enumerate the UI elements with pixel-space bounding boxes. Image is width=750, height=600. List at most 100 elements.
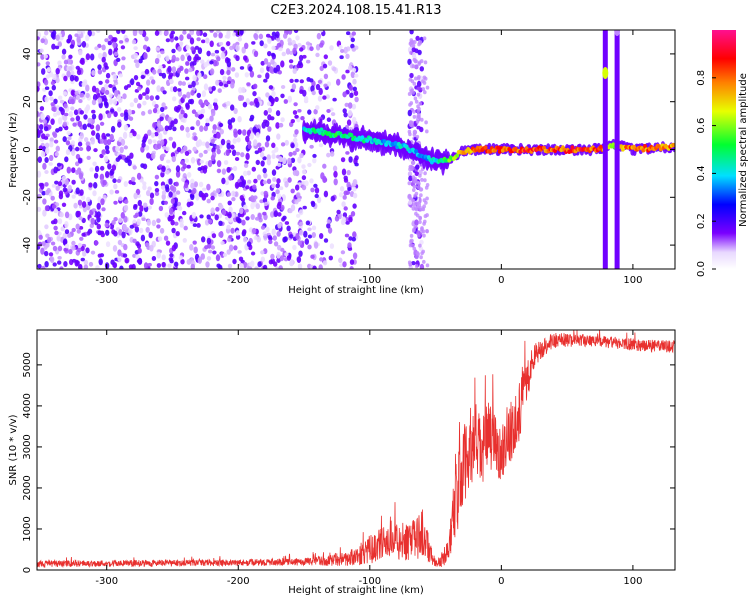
noise-speckle	[333, 170, 338, 178]
snr-x-ticks: -300 -200 -100 0 100	[95, 330, 642, 587]
noise-speckle	[161, 102, 166, 108]
noise-speckle	[350, 211, 356, 217]
noise-speckle	[262, 264, 268, 269]
noise-speckle	[418, 220, 422, 224]
noise-speckle	[338, 192, 344, 198]
noise-speckle	[182, 238, 187, 243]
y-tick-label: 5000	[22, 352, 33, 377]
noise-speckle	[301, 169, 307, 175]
noise-speckle	[293, 137, 298, 143]
spike-column	[614, 30, 620, 269]
noise-speckle	[132, 130, 137, 137]
noise-speckle	[192, 223, 198, 228]
noise-speckle	[271, 169, 277, 176]
noise-speckle	[425, 213, 429, 218]
noise-speckle	[275, 110, 281, 117]
noise-speckle	[53, 208, 59, 214]
noise-speckle	[55, 145, 60, 152]
noise-speckle	[78, 172, 84, 180]
noise-speckle	[295, 35, 300, 41]
noise-speckle	[170, 219, 175, 226]
noise-speckle	[348, 65, 353, 71]
noise-speckle	[58, 126, 63, 132]
noise-speckle	[160, 181, 166, 187]
noise-speckle	[274, 96, 279, 102]
y-tick-label: 0	[22, 146, 33, 152]
noise-speckle	[61, 175, 67, 181]
noise-speckle	[259, 40, 264, 47]
noise-speckle	[70, 117, 75, 122]
noise-speckle	[140, 234, 146, 242]
noise-speckle	[171, 66, 177, 73]
signal-point	[349, 132, 354, 138]
noise-speckle	[114, 190, 120, 194]
noise-speckle	[293, 30, 299, 34]
noise-speckle	[250, 214, 255, 220]
noise-speckle	[232, 32, 237, 37]
noise-speckle	[226, 69, 231, 76]
noise-speckle	[422, 233, 426, 238]
noise-speckle	[313, 241, 319, 249]
noise-speckle	[353, 90, 359, 96]
noise-speckle	[182, 163, 187, 170]
noise-speckle	[412, 109, 416, 114]
noise-speckle	[305, 41, 311, 46]
noise-speckle	[297, 42, 302, 47]
noise-speckle	[168, 178, 173, 185]
x-tick-label: -300	[95, 576, 118, 587]
noise-speckle	[51, 184, 57, 188]
noise-speckle	[44, 182, 49, 187]
noise-speckle	[341, 74, 346, 80]
noise-speckle	[160, 139, 165, 146]
noise-speckle	[97, 97, 103, 104]
noise-speckle	[343, 175, 348, 181]
noise-speckle	[102, 95, 107, 102]
noise-speckle	[81, 41, 87, 48]
noise-speckle	[145, 226, 150, 233]
noise-speckle	[171, 48, 176, 54]
noise-speckle	[212, 59, 218, 67]
noise-speckle	[218, 231, 223, 238]
noise-speckle	[40, 113, 45, 120]
noise-speckle	[77, 120, 83, 128]
noise-speckle	[139, 205, 144, 212]
noise-speckle	[179, 65, 184, 71]
noise-speckle	[412, 246, 417, 251]
noise-speckle	[214, 49, 220, 54]
noise-speckle	[178, 80, 183, 86]
noise-speckle	[91, 113, 97, 120]
noise-speckle	[328, 255, 333, 261]
noise-speckle	[91, 130, 96, 136]
noise-speckle	[232, 165, 238, 172]
noise-speckle	[411, 51, 417, 59]
noise-speckle	[322, 260, 328, 266]
noise-speckle	[149, 95, 154, 101]
noise-speckle	[297, 109, 302, 113]
noise-speckle	[53, 139, 59, 144]
noise-speckle	[211, 233, 217, 239]
noise-speckle	[130, 78, 135, 86]
noise-speckle	[290, 157, 296, 163]
noise-speckle	[100, 198, 105, 206]
noise-speckle	[219, 204, 224, 210]
noise-speckle	[411, 228, 416, 233]
noise-speckle	[315, 52, 320, 58]
noise-speckle	[155, 57, 160, 63]
noise-speckle	[345, 53, 350, 59]
noise-speckle	[77, 199, 83, 206]
noise-speckle	[96, 202, 101, 210]
noise-speckle	[336, 209, 341, 215]
noise-speckle	[425, 85, 430, 90]
noise-speckle	[80, 257, 86, 262]
noise-speckle	[349, 259, 355, 265]
signal-point	[455, 153, 460, 158]
noise-speckle	[64, 243, 70, 249]
noise-speckle	[49, 142, 54, 148]
noise-speckle	[316, 32, 322, 40]
noise-speckle	[279, 255, 284, 262]
noise-speckle	[292, 244, 297, 251]
noise-speckle	[188, 67, 193, 73]
noise-speckle	[164, 212, 169, 218]
noise-speckle	[104, 101, 109, 109]
